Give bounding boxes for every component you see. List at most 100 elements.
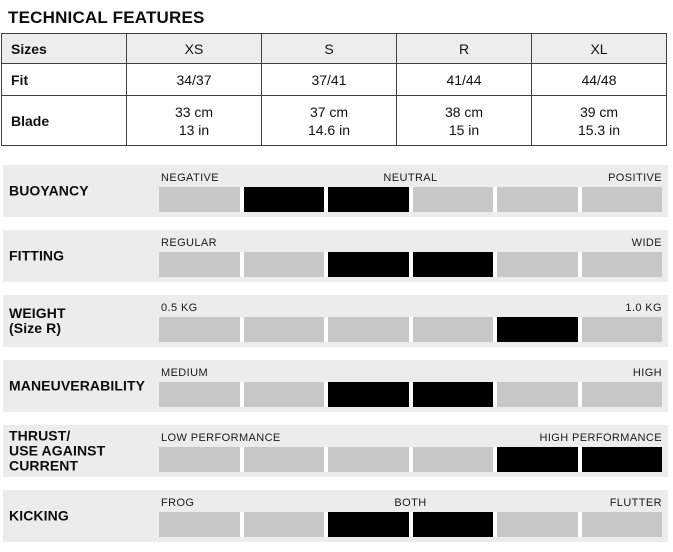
scale-max-label: FLUTTER: [609, 497, 662, 509]
rating-segments: [159, 317, 662, 342]
segment-empty: [243, 317, 324, 342]
feature-row-buoyancy: BUOYANCY NEGATIVE NEUTRAL POSITIVE: [3, 165, 668, 217]
segment-empty: [412, 317, 493, 342]
segment-empty: [497, 187, 578, 212]
scale-labels: NEGATIVE NEUTRAL POSITIVE: [159, 172, 662, 185]
segment-empty: [159, 252, 240, 277]
size-table-header-row: Sizes XS S R XL: [1, 33, 667, 64]
blade-value-s: 37 cm 14.6 in: [261, 95, 397, 146]
segment-filled: [243, 187, 324, 212]
page-title: TECHNICAL FEATURES: [8, 8, 205, 27]
rating-bar: LOW PERFORMANCE HIGH PERFORMANCE: [159, 432, 662, 472]
rating-segments: [159, 382, 662, 407]
scale-max-label: POSITIVE: [608, 172, 662, 184]
blade-value-xs: 33 cm 13 in: [126, 95, 262, 146]
scale-labels: LOW PERFORMANCE HIGH PERFORMANCE: [159, 432, 662, 445]
feature-label: FITTING: [9, 247, 65, 264]
segment-empty: [497, 382, 578, 407]
segment-empty: [328, 447, 409, 472]
scale-min-label: FROG: [161, 497, 195, 509]
fit-value-s: 37/41: [261, 63, 397, 96]
row-label-blade: Blade: [1, 95, 127, 146]
segment-empty: [243, 252, 324, 277]
rating-bar: MEDIUM HIGH: [159, 367, 662, 407]
segment-empty: [581, 382, 662, 407]
segment-empty: [328, 317, 409, 342]
feature-row-weight: WEIGHT (Size R) 0.5 KG 1.0 KG: [3, 295, 668, 347]
segment-filled: [497, 317, 578, 342]
segment-filled: [328, 512, 409, 537]
scale-labels: 0.5 KG 1.0 KG: [159, 302, 662, 315]
segment-filled: [497, 447, 578, 472]
rating-segments: [159, 447, 662, 472]
fit-value-r: 41/44: [396, 63, 532, 96]
segment-empty: [412, 447, 493, 472]
size-table-corner-label: Sizes: [1, 33, 127, 64]
feature-label: THRUST/ USE AGAINST CURRENT: [9, 427, 106, 474]
scale-max-label: 1.0 KG: [625, 302, 662, 314]
scale-min-label: REGULAR: [161, 237, 217, 249]
scale-mid-label: NEUTRAL: [383, 172, 438, 184]
segment-filled: [328, 382, 409, 407]
segment-filled: [412, 382, 493, 407]
scale-min-label: 0.5 KG: [161, 302, 198, 314]
segment-filled: [328, 187, 409, 212]
segment-empty: [412, 187, 493, 212]
scale-min-label: MEDIUM: [161, 367, 209, 379]
rating-bar: NEGATIVE NEUTRAL POSITIVE: [159, 172, 662, 212]
segment-empty: [159, 382, 240, 407]
segment-empty: [581, 512, 662, 537]
segment-empty: [497, 512, 578, 537]
size-col-xs: XS: [126, 33, 262, 64]
segment-empty: [159, 317, 240, 342]
feature-row-thrust: THRUST/ USE AGAINST CURRENT LOW PERFORMA…: [3, 425, 668, 477]
segment-empty: [159, 512, 240, 537]
feature-label: KICKING: [9, 507, 69, 524]
segment-filled: [328, 252, 409, 277]
rating-bar: 0.5 KG 1.0 KG: [159, 302, 662, 342]
segment-empty: [159, 187, 240, 212]
size-col-r: R: [396, 33, 532, 64]
scale-min-label: NEGATIVE: [161, 172, 220, 184]
size-col-s: S: [261, 33, 397, 64]
rating-bar: FROG BOTH FLUTTER: [159, 497, 662, 537]
segment-empty: [581, 187, 662, 212]
scale-max-label: HIGH: [632, 367, 662, 379]
scale-max-label: HIGH PERFORMANCE: [539, 432, 662, 444]
scale-labels: FROG BOTH FLUTTER: [159, 497, 662, 510]
fit-value-xs: 34/37: [126, 63, 262, 96]
feature-row-kicking: KICKING FROG BOTH FLUTTER: [3, 490, 668, 542]
table-row-blade: Blade 33 cm 13 in 37 cm 14.6 in 38 cm 15…: [1, 95, 667, 146]
size-col-xl: XL: [531, 33, 667, 64]
segment-empty: [243, 512, 324, 537]
row-label-fit: Fit: [1, 63, 127, 96]
segment-empty: [243, 382, 324, 407]
segment-filled: [581, 447, 662, 472]
rating-segments: [159, 512, 662, 537]
rating-segments: [159, 252, 662, 277]
segment-filled: [412, 252, 493, 277]
table-row-fit: Fit 34/37 37/41 41/44 44/48: [1, 63, 667, 96]
scale-min-label: LOW PERFORMANCE: [161, 432, 281, 444]
feature-label: BUOYANCY: [9, 182, 89, 199]
scale-labels: REGULAR WIDE: [159, 237, 662, 250]
scale-labels: MEDIUM HIGH: [159, 367, 662, 380]
rating-bar: REGULAR WIDE: [159, 237, 662, 277]
segment-empty: [243, 447, 324, 472]
rating-segments: [159, 187, 662, 212]
scale-max-label: WIDE: [631, 237, 662, 249]
segment-empty: [497, 252, 578, 277]
size-table: Sizes XS S R XL Fit 34/37 37/41 41/44 44…: [1, 33, 667, 146]
feature-row-maneuverability: MANEUVERABILITY MEDIUM HIGH: [3, 360, 668, 412]
blade-value-r: 38 cm 15 in: [396, 95, 532, 146]
feature-row-fitting: FITTING REGULAR WIDE: [3, 230, 668, 282]
segment-empty: [581, 252, 662, 277]
blade-value-xl: 39 cm 15.3 in: [531, 95, 667, 146]
segment-filled: [412, 512, 493, 537]
feature-label: MANEUVERABILITY: [9, 377, 146, 394]
segment-empty: [159, 447, 240, 472]
fit-value-xl: 44/48: [531, 63, 667, 96]
feature-label: WEIGHT (Size R): [9, 305, 66, 336]
scale-mid-label: BOTH: [394, 497, 427, 509]
